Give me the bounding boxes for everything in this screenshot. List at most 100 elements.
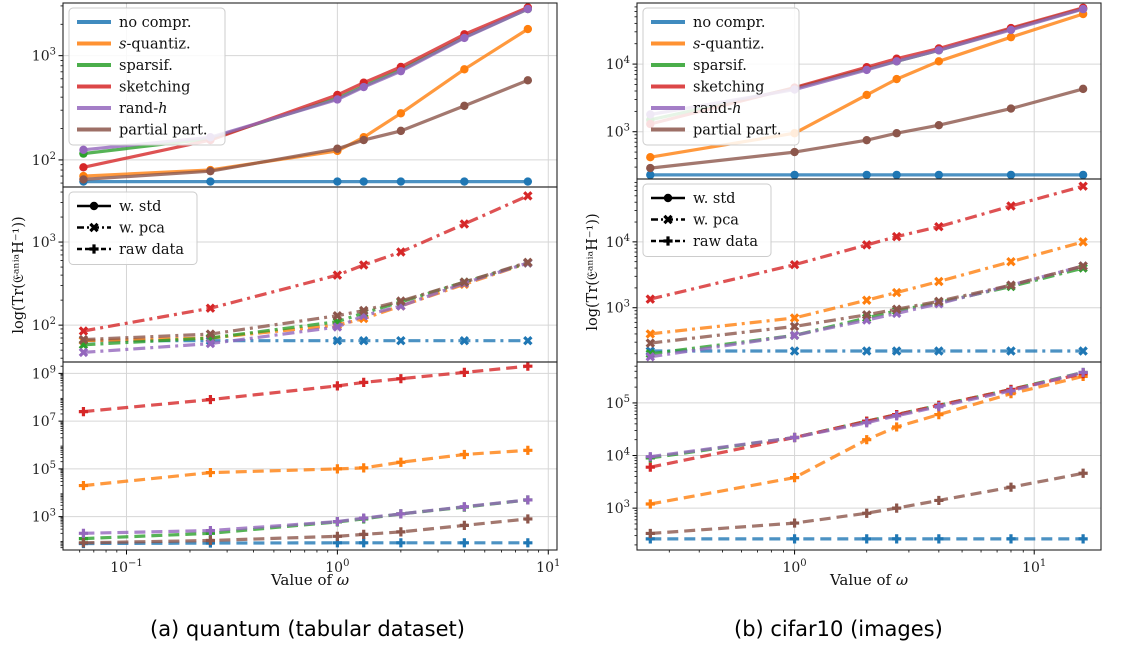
point-rand-h — [79, 145, 88, 155]
y-tick-label: 103 — [606, 499, 630, 517]
point-sketching — [459, 367, 469, 378]
axes-frame — [636, 361, 1102, 551]
point-partial-part — [396, 296, 406, 306]
point-no-compr — [332, 335, 343, 346]
y-tick-label: 109 — [32, 364, 56, 382]
legend-label: partial part. — [119, 123, 208, 139]
point-sketching — [789, 259, 800, 270]
y-tick-label: 102 — [32, 151, 56, 169]
point-partial-part — [1006, 482, 1016, 492]
series-line-s-quantiz — [83, 261, 529, 343]
point-partial-part — [206, 166, 215, 176]
legend-label: w. pca — [693, 213, 739, 229]
x-axis-label-quantum: Value of ω — [270, 571, 349, 589]
point-s-quantiz — [332, 464, 342, 474]
point-sketching — [332, 381, 342, 391]
point-rand-h — [862, 65, 871, 75]
point-s-quantiz — [523, 445, 533, 455]
point-no-compr — [934, 346, 944, 356]
point-partial-part — [78, 334, 89, 345]
legend-entry-partial-part: partial part. — [77, 123, 208, 139]
point-partial-part — [1006, 104, 1016, 113]
point-partial-part — [333, 144, 342, 153]
point-no-compr — [1006, 170, 1016, 179]
point-partial-part — [789, 518, 800, 528]
point-partial-part — [645, 528, 655, 539]
y-tick-label: 107 — [32, 412, 56, 430]
y-tick-label: 103 — [32, 508, 56, 526]
point-rand-h — [934, 46, 944, 55]
y-tick-label: 103 — [32, 47, 56, 65]
point-sketching — [934, 221, 944, 232]
series-line-sparsif — [650, 266, 1084, 356]
point-rand-h — [892, 411, 902, 421]
point-s-quantiz — [645, 499, 655, 509]
point-partial-part — [861, 310, 872, 320]
point-s-quantiz — [460, 65, 469, 74]
series-line-partial-part — [83, 260, 529, 342]
point-partial-part — [460, 101, 469, 111]
point-s-quantiz — [1078, 237, 1088, 247]
series-line-rand-h — [650, 264, 1084, 359]
legend-entry-no-compr: no compr. — [651, 15, 766, 31]
legend-marker — [663, 236, 673, 246]
legend-entry-w-std: w. std — [77, 199, 161, 215]
point-s-quantiz — [934, 57, 944, 66]
legend-label: partial part. — [693, 123, 782, 139]
point-partial-part — [459, 520, 469, 530]
y-tick-label: 102 — [32, 316, 56, 334]
point-partial-part — [646, 163, 655, 173]
point-no-compr — [333, 177, 342, 186]
legend-box — [642, 183, 772, 257]
point-partial-part — [79, 175, 88, 184]
panel-cifar10-middle: 103 104 w. std w. pca raw data — [606, 178, 1102, 363]
point-no-compr — [396, 538, 406, 548]
point-sketching — [645, 294, 656, 304]
panel-quantum-middle: 102 103 w. std w. pca raw data — [32, 186, 558, 363]
point-no-compr — [892, 170, 901, 179]
point-rand-h — [459, 502, 469, 512]
y-tick-label: 103 — [606, 299, 630, 317]
point-no-compr — [206, 177, 215, 186]
point-no-compr — [523, 177, 533, 186]
point-sketching — [645, 462, 655, 472]
point-s-quantiz — [861, 295, 872, 305]
point-sketching — [459, 219, 470, 229]
point-sketching — [78, 326, 89, 336]
point-sketching — [358, 260, 369, 270]
point-rand-h — [1006, 386, 1016, 396]
point-no-compr — [523, 538, 533, 548]
point-sketching — [523, 191, 533, 201]
point-rand-h — [1006, 25, 1016, 35]
point-partial-part — [396, 527, 406, 537]
point-rand-h — [205, 525, 216, 536]
point-partial-part — [332, 310, 343, 321]
legend-entry-sketching: sketching — [77, 80, 190, 96]
x-tick-label: 10−1 — [110, 558, 143, 576]
point-rand-h — [359, 513, 369, 523]
legend-label: no compr. — [119, 15, 192, 31]
point-partial-part — [1006, 280, 1016, 290]
point-no-compr — [1006, 346, 1016, 356]
point-partial-part — [862, 135, 871, 145]
point-partial-part — [523, 514, 533, 524]
legend-entry-s-quantiz: s-quantiz. — [651, 37, 765, 53]
y-tick-label: 105 — [32, 460, 56, 478]
point-no-compr — [790, 170, 799, 179]
legend-label: sketching — [119, 80, 190, 96]
point-rand-h — [645, 352, 656, 362]
point-partial-part — [396, 126, 406, 136]
point-s-quantiz — [789, 473, 800, 483]
legend-label: s-quantiz. — [119, 37, 191, 53]
point-rand-h — [332, 516, 342, 527]
legend-entry-partial-part: partial part. — [651, 123, 782, 139]
point-sketching — [205, 303, 216, 313]
point-rand-h — [359, 82, 368, 92]
point-rand-h — [789, 432, 800, 443]
point-rand-h — [78, 528, 89, 538]
legend-label: sketching — [693, 80, 764, 96]
point-no-compr — [1006, 534, 1016, 544]
legend: w. std w. pca raw data — [68, 191, 198, 265]
point-no-compr — [861, 346, 872, 356]
